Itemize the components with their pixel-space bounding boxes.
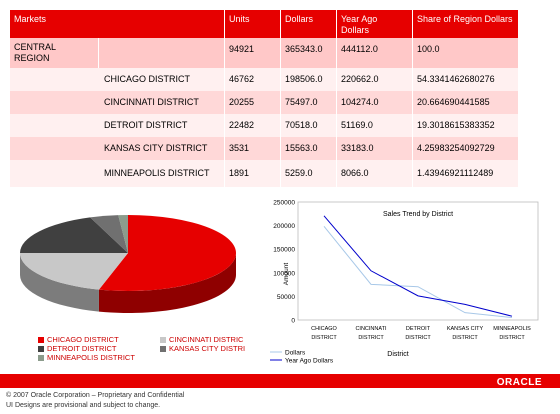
table-row bbox=[10, 160, 518, 187]
cell-share: 19.3018615383352 bbox=[417, 120, 495, 130]
cell-district[interactable]: MINNEAPOLIS DISTRICT bbox=[104, 168, 210, 178]
cell-dollars: 70518.0 bbox=[285, 120, 318, 130]
y-tick-label: 150000 bbox=[273, 247, 295, 254]
table-header-row bbox=[10, 10, 518, 38]
cell-dollars: 15563.0 bbox=[285, 143, 318, 153]
table-row bbox=[10, 68, 518, 91]
pie-slice[interactable] bbox=[118, 215, 128, 253]
cell-share: 100.0 bbox=[417, 44, 440, 54]
cell-units: 94921 bbox=[229, 44, 255, 54]
cell-district[interactable]: CHICAGO DISTRICT bbox=[104, 74, 191, 84]
header-year-ago-dollars[interactable]: Year Ago Dollars bbox=[341, 14, 378, 35]
cell-dollars: 365343.0 bbox=[285, 44, 323, 54]
legend-label: CINCINNATI DISTRIC bbox=[169, 335, 244, 344]
pie-legend-item[interactable]: CINCINNATI DISTRIC bbox=[160, 335, 243, 344]
cell-units: 22482 bbox=[229, 120, 255, 130]
legend-label: KANSAS CITY DISTRI bbox=[169, 344, 246, 353]
cell-year-ago: 444112.0 bbox=[341, 44, 378, 54]
x-tick-label: MINNEAPOLIS bbox=[493, 326, 531, 332]
series-line[interactable] bbox=[323, 225, 513, 319]
disclaimer-text: UI Designs are provisional and subject t… bbox=[6, 402, 161, 409]
cell-dollars: 75497.0 bbox=[285, 97, 318, 107]
legend-label: DETROIT DISTRICT bbox=[47, 344, 117, 353]
table-row bbox=[10, 38, 518, 68]
pie-legend-item[interactable]: MINNEAPOLIS DISTRICT bbox=[38, 353, 135, 362]
cell-district[interactable]: CINCINNATI DISTRICT bbox=[104, 97, 199, 107]
legend-label: Year Ago Dollars bbox=[285, 358, 334, 365]
legend-swatch bbox=[160, 336, 166, 343]
legend-swatch bbox=[38, 336, 44, 343]
pie-chart[interactable] bbox=[16, 205, 246, 325]
series-line[interactable] bbox=[323, 215, 513, 317]
cell-share: 20.664690441585 bbox=[417, 97, 490, 107]
y-tick-label: 250000 bbox=[273, 200, 295, 207]
table-row bbox=[10, 114, 518, 137]
cell-year-ago: 33183.0 bbox=[341, 143, 374, 153]
legend-label: Dollars bbox=[285, 350, 306, 357]
x-tick-label: CINCINNATI bbox=[355, 326, 387, 332]
table-row bbox=[10, 137, 518, 160]
y-tick-label: 200000 bbox=[273, 223, 295, 230]
pie-slice[interactable] bbox=[20, 217, 128, 254]
pie-slice-side bbox=[98, 253, 236, 313]
x-tick-label: CHICAGO bbox=[311, 326, 337, 332]
pie-slice-side bbox=[20, 253, 99, 312]
x-tick-label: DETROIT bbox=[406, 326, 431, 332]
legend-swatch bbox=[38, 354, 44, 361]
pie-slice[interactable] bbox=[20, 253, 128, 290]
cell-units: 3531 bbox=[229, 143, 250, 153]
cell-market[interactable]: CENTRAL REGION bbox=[14, 42, 56, 63]
legend-swatch bbox=[160, 345, 166, 352]
x-tick-label: DISTRICT bbox=[358, 335, 384, 341]
cell-units: 1891 bbox=[229, 168, 250, 178]
header-markets[interactable]: Markets bbox=[14, 14, 47, 24]
cell-share: 1.43946921112489 bbox=[417, 168, 494, 178]
y-axis-label: Amount bbox=[283, 263, 290, 286]
chart-title: Sales Trend by District bbox=[383, 211, 453, 218]
y-tick-label: 0 bbox=[291, 318, 295, 325]
legend-label: CHICAGO DISTRICT bbox=[47, 335, 119, 344]
cell-year-ago: 51169.0 bbox=[341, 120, 373, 130]
x-tick-label: DISTRICT bbox=[499, 335, 525, 341]
pie-legend-item[interactable]: DETROIT DISTRICT bbox=[38, 344, 116, 353]
cell-district[interactable]: KANSAS CITY DISTRICT bbox=[104, 143, 208, 153]
header-dollars[interactable]: Dollars bbox=[285, 14, 314, 24]
y-tick-label: 50000 bbox=[277, 294, 295, 301]
copyright-text: © 2007 Oracle Corporation – Proprietary … bbox=[6, 392, 185, 399]
pie-legend-item[interactable]: CHICAGO DISTRICT bbox=[38, 335, 119, 344]
cell-share: 54.3341462680276 bbox=[417, 74, 495, 84]
x-tick-label: DISTRICT bbox=[405, 335, 431, 341]
cell-year-ago: 220662.0 bbox=[341, 74, 379, 84]
cell-year-ago: 104274.0 bbox=[341, 97, 379, 107]
legend-label: MINNEAPOLIS DISTRICT bbox=[47, 353, 135, 362]
pie-legend-item[interactable]: KANSAS CITY DISTRI bbox=[160, 344, 245, 353]
cell-dollars: 5259.0 bbox=[285, 168, 313, 178]
line-chart[interactable]: Sales Trend by District 0 50000 100000 15000… bbox=[258, 192, 548, 370]
cell-dollars: 198506.0 bbox=[285, 74, 323, 84]
footer-bar bbox=[0, 374, 560, 388]
x-axis-label: District bbox=[387, 351, 408, 358]
legend-swatch bbox=[38, 345, 44, 352]
x-tick-label: DISTRICT bbox=[311, 335, 337, 341]
cell-units: 46762 bbox=[229, 74, 255, 84]
header-share-of-region[interactable]: Share of Region Dollars bbox=[417, 14, 513, 24]
cell-share: 4.25983254092729 bbox=[417, 143, 495, 153]
oracle-logo: ORACLE bbox=[496, 377, 542, 388]
cell-units: 20255 bbox=[229, 97, 255, 107]
cell-year-ago: 8066.0 bbox=[341, 168, 369, 178]
cell-district[interactable]: DETROIT DISTRICT bbox=[104, 120, 188, 130]
pie-slice[interactable] bbox=[90, 215, 128, 253]
y-tick-label: 100000 bbox=[273, 270, 295, 277]
x-tick-label: KANSAS CITY bbox=[447, 326, 484, 332]
plot-area bbox=[297, 201, 539, 321]
table-row bbox=[10, 91, 518, 114]
pie-slice[interactable] bbox=[98, 215, 236, 291]
x-tick-label: DISTRICT bbox=[452, 335, 478, 341]
header-units[interactable]: Units bbox=[229, 14, 250, 24]
